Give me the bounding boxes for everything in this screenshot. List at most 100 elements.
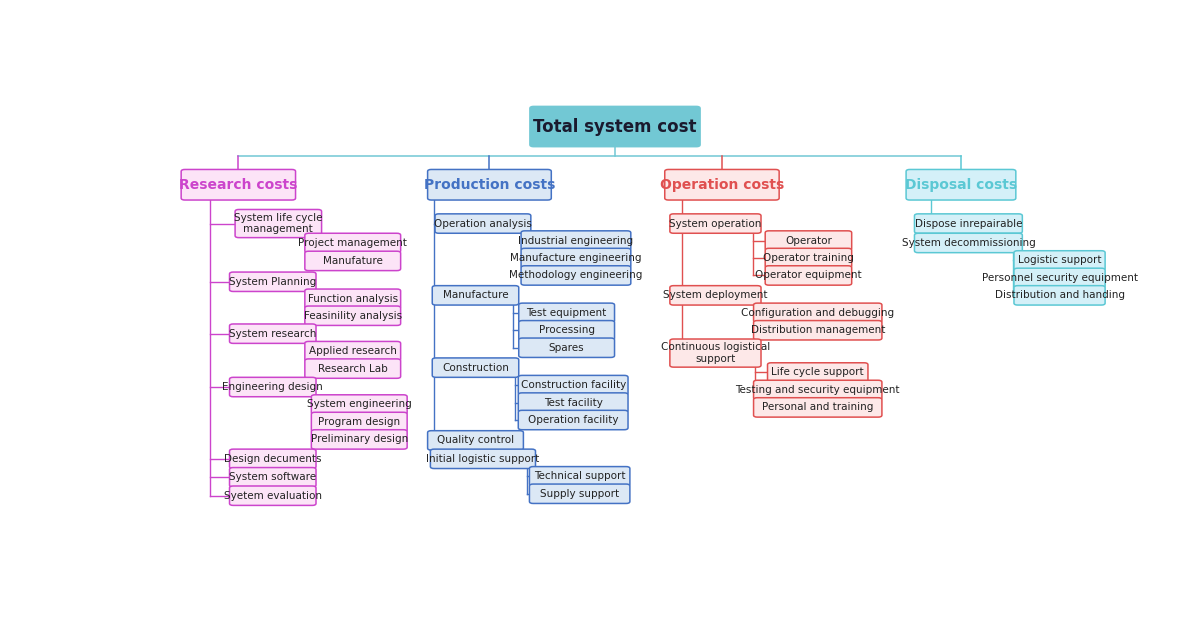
FancyBboxPatch shape (431, 449, 535, 469)
FancyBboxPatch shape (766, 248, 852, 268)
Text: Function analysis: Function analysis (307, 294, 398, 304)
FancyBboxPatch shape (518, 375, 628, 395)
FancyBboxPatch shape (529, 484, 630, 503)
Text: System deployment: System deployment (664, 290, 768, 301)
Text: Logistic support: Logistic support (1018, 255, 1102, 265)
FancyBboxPatch shape (754, 303, 882, 323)
Text: Manufacture: Manufacture (443, 290, 509, 301)
Text: System software: System software (229, 472, 317, 482)
FancyBboxPatch shape (311, 412, 407, 432)
Text: Continuous logistical
support: Continuous logistical support (661, 342, 770, 364)
FancyBboxPatch shape (432, 285, 518, 305)
Text: Disposal costs: Disposal costs (905, 178, 1018, 192)
FancyBboxPatch shape (670, 214, 761, 233)
FancyBboxPatch shape (754, 398, 882, 417)
FancyBboxPatch shape (229, 377, 316, 397)
Text: Research Lab: Research Lab (318, 364, 388, 374)
FancyBboxPatch shape (427, 431, 523, 450)
FancyBboxPatch shape (530, 106, 700, 147)
Text: Dispose inrepairable: Dispose inrepairable (914, 219, 1022, 229)
Text: Distribution management: Distribution management (750, 325, 884, 335)
FancyBboxPatch shape (229, 272, 316, 292)
Text: System research: System research (229, 329, 317, 339)
Text: Project management: Project management (299, 238, 407, 248)
FancyBboxPatch shape (518, 338, 614, 357)
Text: Preliminary design: Preliminary design (311, 435, 408, 444)
Text: Personal and training: Personal and training (762, 403, 874, 413)
FancyBboxPatch shape (305, 251, 401, 271)
FancyBboxPatch shape (311, 395, 407, 414)
Text: Production costs: Production costs (424, 178, 556, 192)
FancyBboxPatch shape (432, 358, 518, 377)
Text: System life cycle
management: System life cycle management (234, 213, 323, 234)
Text: Operation facility: Operation facility (528, 415, 618, 425)
FancyBboxPatch shape (518, 321, 614, 340)
FancyBboxPatch shape (1014, 251, 1105, 270)
Text: Operator equipment: Operator equipment (755, 270, 862, 280)
Text: Feasinility analysis: Feasinility analysis (304, 311, 402, 321)
FancyBboxPatch shape (229, 467, 316, 487)
Text: Test equipment: Test equipment (527, 308, 607, 318)
FancyBboxPatch shape (436, 214, 530, 233)
Text: Spares: Spares (548, 343, 584, 353)
FancyBboxPatch shape (518, 393, 628, 412)
FancyBboxPatch shape (235, 210, 322, 238)
Text: System engineering: System engineering (307, 399, 412, 410)
FancyBboxPatch shape (754, 381, 882, 399)
Text: Methodology engineering: Methodology engineering (509, 270, 643, 280)
FancyBboxPatch shape (305, 359, 401, 378)
Text: Initial logistic support: Initial logistic support (426, 454, 540, 464)
Text: Operator training: Operator training (763, 253, 854, 263)
Text: Design decuments: Design decuments (224, 454, 322, 464)
FancyBboxPatch shape (914, 233, 1022, 253)
Text: Manufacture engineering: Manufacture engineering (510, 253, 642, 263)
FancyBboxPatch shape (305, 289, 401, 309)
FancyBboxPatch shape (766, 231, 852, 250)
Text: Industrial engineering: Industrial engineering (518, 236, 634, 246)
FancyBboxPatch shape (521, 231, 631, 250)
FancyBboxPatch shape (1014, 268, 1105, 287)
FancyBboxPatch shape (1014, 285, 1105, 305)
Text: Construction: Construction (442, 363, 509, 372)
Text: Processing: Processing (539, 325, 595, 335)
Text: Life cycle support: Life cycle support (772, 367, 864, 377)
Text: Operation analysis: Operation analysis (434, 219, 532, 229)
Text: System Planning: System Planning (229, 277, 317, 287)
Text: Syetem evaluation: Syetem evaluation (223, 491, 322, 501)
Text: System operation: System operation (670, 219, 762, 229)
FancyBboxPatch shape (914, 214, 1022, 233)
FancyBboxPatch shape (665, 169, 779, 200)
FancyBboxPatch shape (906, 169, 1016, 200)
Text: Test facility: Test facility (544, 398, 602, 408)
FancyBboxPatch shape (229, 449, 316, 469)
FancyBboxPatch shape (518, 303, 614, 323)
FancyBboxPatch shape (229, 324, 316, 343)
Text: Testing and security equipment: Testing and security equipment (736, 385, 900, 395)
FancyBboxPatch shape (427, 169, 551, 200)
Text: Construction facility: Construction facility (521, 380, 625, 390)
Text: Configuration and debugging: Configuration and debugging (742, 308, 894, 318)
FancyBboxPatch shape (518, 410, 628, 430)
FancyBboxPatch shape (768, 363, 868, 382)
Text: Applied research: Applied research (308, 346, 397, 356)
FancyBboxPatch shape (305, 341, 401, 361)
Text: Technical support: Technical support (534, 471, 625, 481)
Text: Research costs: Research costs (179, 178, 298, 192)
FancyBboxPatch shape (311, 430, 407, 449)
Text: Quality control: Quality control (437, 435, 514, 445)
FancyBboxPatch shape (229, 486, 316, 505)
FancyBboxPatch shape (754, 321, 882, 340)
FancyBboxPatch shape (305, 306, 401, 326)
Text: Manufature: Manufature (323, 256, 383, 266)
Text: Supply support: Supply support (540, 489, 619, 499)
FancyBboxPatch shape (670, 285, 761, 305)
FancyBboxPatch shape (670, 339, 761, 367)
Text: Operator: Operator (785, 236, 832, 246)
Text: Distribution and handing: Distribution and handing (995, 290, 1124, 301)
FancyBboxPatch shape (305, 233, 401, 253)
FancyBboxPatch shape (766, 266, 852, 285)
FancyBboxPatch shape (521, 266, 631, 285)
FancyBboxPatch shape (181, 169, 295, 200)
Text: Total system cost: Total system cost (533, 118, 697, 135)
Text: Engineering design: Engineering design (222, 382, 323, 392)
